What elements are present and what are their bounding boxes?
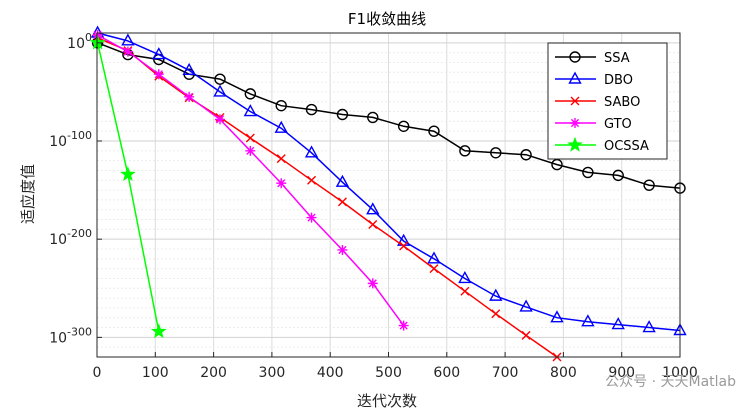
data-point-dbo — [152, 47, 166, 60]
data-point-dbo — [304, 145, 319, 158]
data-point-sabo — [337, 197, 347, 207]
data-point-dbo — [335, 174, 350, 187]
legend-marker — [568, 71, 582, 84]
data-point-ssa — [490, 147, 502, 159]
data-point-sabo — [460, 286, 470, 296]
legend-label: SABO — [604, 95, 640, 110]
y-axis-label: 适应度值 — [19, 164, 37, 224]
data-point-ocssa — [89, 34, 106, 50]
data-point-dbo — [519, 299, 533, 312]
data-point-gto — [153, 69, 164, 80]
series-gto — [92, 29, 409, 331]
data-point-gto — [122, 46, 133, 57]
x-tick-label: 400 — [317, 365, 344, 381]
legend-item-gto: GTO — [555, 117, 632, 132]
data-point-dbo — [427, 251, 441, 264]
data-point-ssa — [612, 169, 624, 182]
plot-area — [89, 25, 687, 362]
data-point-ocssa — [150, 323, 167, 339]
legend-item-ocssa: OCSSA — [555, 136, 649, 154]
legend-label: OCSSA — [604, 139, 649, 154]
data-point-sabo — [399, 241, 409, 251]
data-point-gto — [184, 91, 195, 102]
data-point-dbo — [458, 271, 472, 284]
x-tick-label: 600 — [433, 365, 460, 381]
data-point-gto — [276, 178, 287, 189]
legend-marker — [567, 136, 583, 152]
legend-label: GTO — [604, 117, 632, 132]
data-point-ssa — [336, 108, 349, 121]
data-point-gto — [245, 145, 256, 156]
data-point-dbo — [213, 84, 227, 97]
x-tick-label: 900 — [608, 365, 635, 381]
legend-item-dbo: DBO — [555, 71, 633, 88]
data-point-dbo — [243, 104, 258, 117]
data-point-ocssa — [120, 166, 136, 181]
data-point-dbo — [366, 202, 380, 215]
data-point-ssa — [643, 179, 655, 191]
watermark: 公众号 · 天天Matlab — [605, 374, 736, 390]
data-point-sabo — [245, 133, 255, 143]
data-point-dbo — [182, 62, 196, 76]
data-point-ssa — [551, 158, 563, 171]
data-point-sabo — [276, 154, 286, 164]
chart-title: F1收敛曲线 — [348, 10, 426, 28]
data-point-gto — [398, 320, 409, 331]
data-point-sabo — [368, 219, 378, 229]
data-point-dbo — [274, 120, 288, 133]
data-point-dbo — [550, 310, 564, 323]
y-tick-label: 10-200 — [49, 227, 92, 248]
data-point-ssa — [428, 125, 440, 137]
data-point-ssa — [459, 145, 471, 157]
legend-item-ssa: SSA — [555, 51, 630, 66]
data-point-gto — [306, 212, 317, 223]
data-point-sabo — [429, 264, 439, 274]
legend-marker — [569, 51, 581, 63]
data-point-ssa — [520, 149, 532, 161]
data-point-dbo — [611, 317, 625, 330]
axes-ticks: 0 100 200 300 400 500 600 700 800 900 1000 100 10-10… — [49, 31, 698, 381]
data-point-dbo — [642, 320, 656, 333]
data-point-ssa — [305, 103, 318, 116]
x-tick-label: 0 — [93, 365, 102, 381]
data-point-sabo — [521, 330, 531, 340]
series-line-sabo — [97, 37, 558, 358]
legend-marker — [570, 96, 580, 106]
data-point-ssa — [582, 166, 594, 179]
x-axis-label: 迭代次数 — [357, 392, 417, 410]
y-tick-label: 10-300 — [49, 325, 92, 346]
data-point-gto — [337, 244, 348, 255]
x-tick-label: 100 — [142, 365, 169, 381]
x-tick-label: 1000 — [662, 365, 698, 381]
data-point-ssa — [367, 111, 379, 124]
x-tick-label: 300 — [259, 365, 286, 381]
data-point-ssa — [397, 120, 410, 132]
x-tick-label: 800 — [550, 365, 577, 381]
data-point-ssa — [214, 73, 226, 85]
series-dbo — [90, 25, 687, 336]
data-point-gto — [215, 114, 226, 125]
x-tick-label: 700 — [492, 365, 519, 381]
data-point-gto — [367, 278, 378, 289]
data-point-dbo — [489, 288, 503, 301]
data-point-ssa — [244, 88, 257, 100]
data-point-sabo — [307, 175, 317, 185]
legend: SSA DBO SABO GTO OCSSA — [547, 42, 668, 160]
legend-label: DBO — [604, 73, 633, 88]
legend-marker — [570, 118, 580, 128]
legend-label: SSA — [604, 51, 630, 66]
y-tick-label: 10-100 — [49, 129, 92, 150]
x-tick-label: 200 — [200, 365, 227, 381]
series-sabo — [93, 33, 562, 362]
x-tick-label: 500 — [375, 365, 402, 381]
data-point-dbo — [581, 314, 595, 327]
series-ocssa — [89, 34, 167, 339]
data-point-sabo — [491, 309, 501, 319]
data-point-dbo — [121, 33, 135, 46]
y-tick-label: 100 — [67, 31, 92, 52]
data-point-ssa — [275, 99, 287, 112]
legend-item-sabo: SABO — [555, 95, 640, 110]
